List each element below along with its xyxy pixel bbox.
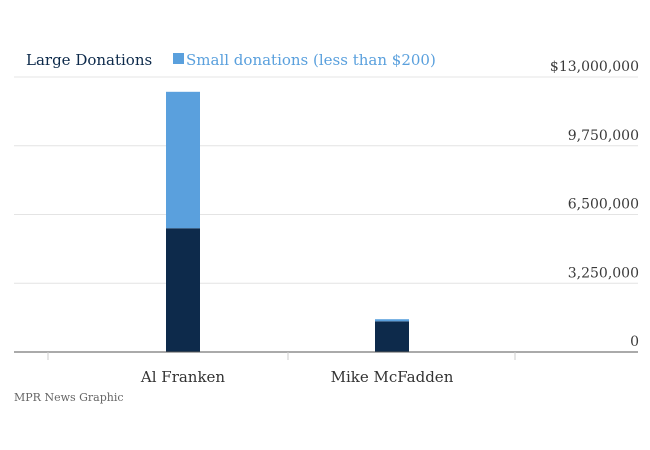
y-tick-label: 3,250,000 (568, 265, 639, 281)
y-tick-label: 0 (630, 334, 639, 350)
x-axis: Al Franken Mike McFadden (14, 351, 638, 386)
bars (166, 91, 409, 352)
legend-swatch-small-donations (173, 53, 184, 64)
y-tick-label: $13,000,000 (550, 59, 639, 75)
bar-small-donations (166, 91, 200, 229)
x-category-label: Mike McFadden (331, 368, 454, 386)
y-tick-label: 9,750,000 (568, 128, 639, 144)
legend-label-large-donations: Large Donations (26, 51, 152, 69)
x-category-label: Al Franken (140, 368, 226, 386)
y-tick-label: 6,500,000 (568, 197, 639, 213)
bar-large-donations (166, 228, 200, 352)
y-axis-tick-labels: 0 3,250,000 6,500,000 9,750,000 $13,000,000 (550, 59, 639, 350)
source-note: MPR News Graphic (14, 391, 124, 404)
gridlines (14, 76, 638, 284)
legend-label-small-donations: Small donations (less than $200) (186, 51, 436, 69)
bar-small-donations (375, 319, 409, 322)
bar-large-donations (375, 321, 409, 352)
legend: Large Donations Small donations (less tha… (26, 51, 436, 69)
